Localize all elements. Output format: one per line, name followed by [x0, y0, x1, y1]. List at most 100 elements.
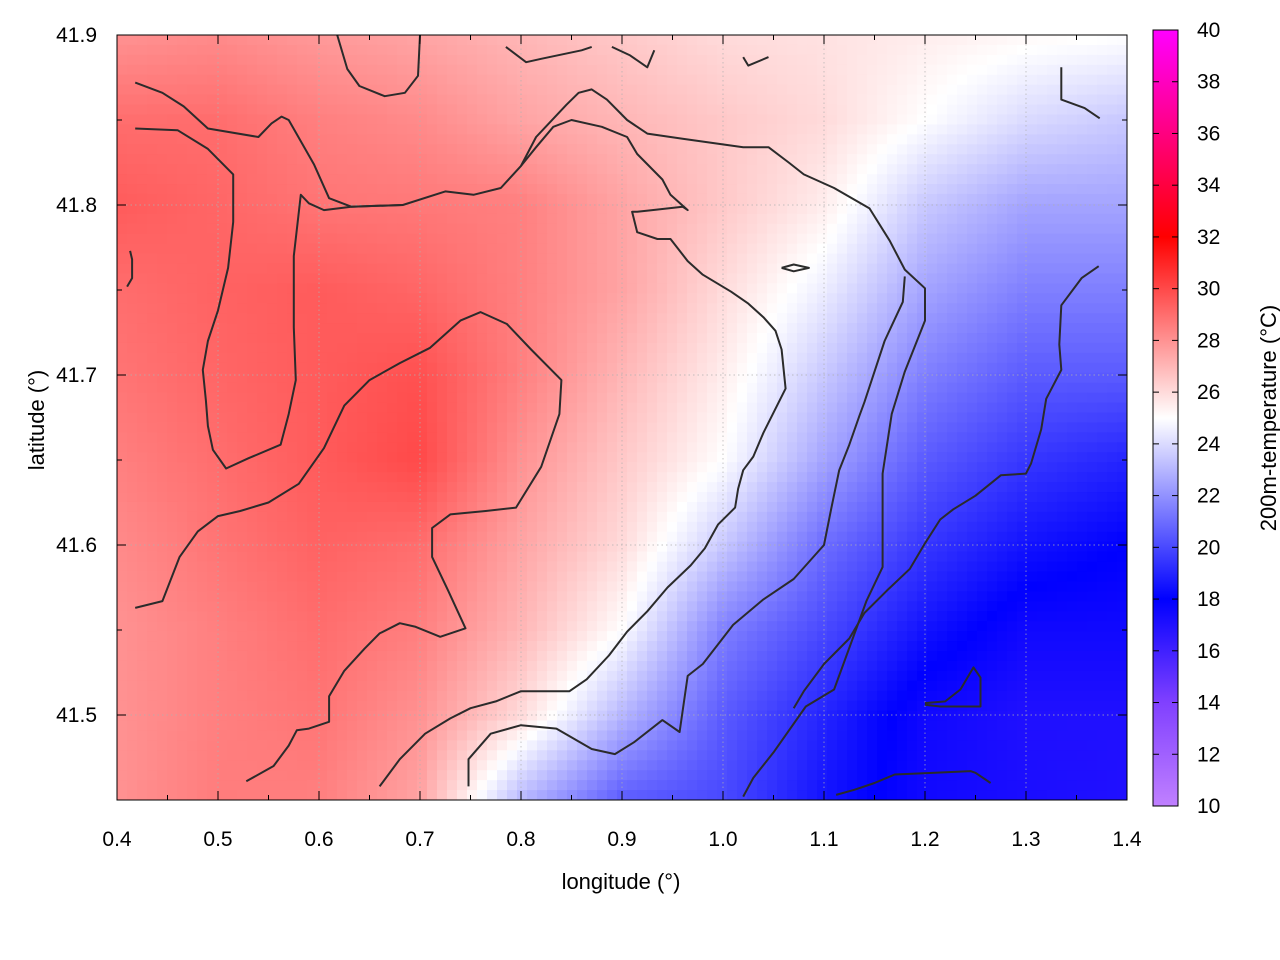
heat-cell: [1087, 432, 1098, 443]
heat-cell: [777, 144, 788, 155]
heat-cell: [957, 492, 968, 503]
heat-cell: [547, 303, 558, 314]
heat-cell: [947, 104, 958, 116]
heat-cell: [897, 432, 908, 443]
heat-cell: [337, 482, 348, 493]
heat-cell: [697, 442, 708, 453]
heat-cell: [407, 124, 418, 135]
heat-cell: [577, 372, 588, 384]
heat-cell: [957, 462, 968, 473]
heat-cell: [907, 501, 918, 513]
heat-cell: [417, 44, 428, 56]
heat-cell: [1027, 174, 1038, 185]
heat-cell: [347, 432, 358, 443]
heat-cell: [767, 64, 778, 76]
heat-cell: [757, 273, 768, 284]
heat-cell: [1047, 333, 1058, 344]
heat-cell: [957, 412, 968, 424]
heat-cell: [797, 342, 808, 354]
heat-cell: [447, 511, 458, 523]
heat-cell: [827, 372, 838, 384]
heat-cell: [927, 352, 938, 364]
heat-cell: [317, 492, 328, 503]
heat-cell: [1077, 184, 1088, 195]
heat-cell: [927, 501, 938, 513]
heat-cell: [667, 203, 678, 215]
heat-cell: [907, 144, 918, 155]
heat-cell: [807, 492, 818, 503]
heat-cell: [647, 432, 658, 443]
heat-cell: [857, 213, 868, 225]
heat-cell: [787, 442, 798, 453]
heat-cell: [857, 462, 868, 473]
heat-cell: [917, 501, 928, 513]
heat-cell: [127, 342, 138, 354]
heat-cell: [577, 392, 588, 404]
heat-cell: [187, 253, 198, 265]
heat-cell: [957, 124, 968, 135]
heat-cell: [1057, 382, 1068, 394]
heat-cell: [1017, 492, 1028, 503]
heat-cell: [627, 203, 638, 215]
heat-cell: [777, 323, 788, 334]
heat-cell: [867, 154, 878, 165]
heat-cell: [577, 174, 588, 185]
heat-cell: [1017, 35, 1028, 46]
heat-cell: [617, 333, 628, 344]
heat-cell: [407, 352, 418, 364]
heat-cell: [187, 452, 198, 463]
heat-cell: [297, 134, 308, 145]
heat-cell: [977, 213, 988, 225]
heat-cell: [767, 492, 778, 503]
heat-cell: [937, 442, 948, 453]
heat-cell: [907, 333, 918, 344]
heat-cell: [597, 521, 608, 533]
heat-cell: [587, 452, 598, 463]
heat-cell: [917, 94, 928, 106]
heat-cell: [927, 472, 938, 483]
heat-cell: [387, 402, 398, 414]
heat-cell: [787, 283, 798, 294]
heat-cell: [317, 303, 328, 314]
heat-cell: [427, 352, 438, 364]
heat-cell: [157, 472, 168, 483]
heat-cell: [617, 442, 628, 453]
heat-cell: [967, 422, 978, 434]
heat-cell: [937, 243, 948, 255]
heat-cell: [467, 482, 478, 493]
heat-cell: [1037, 283, 1048, 294]
heat-cell: [607, 283, 618, 294]
heat-cell: [267, 303, 278, 314]
heat-cell: [367, 54, 378, 66]
heat-cell: [797, 233, 808, 245]
heat-cell: [907, 154, 918, 165]
heat-cell: [427, 283, 438, 294]
heat-cell: [857, 124, 868, 135]
heat-cell: [217, 54, 228, 66]
heat-cell: [987, 213, 998, 225]
heat-cell: [497, 144, 508, 155]
heat-cell: [267, 323, 278, 334]
heat-cell: [927, 293, 938, 304]
heat-cell: [117, 134, 128, 145]
heat-cell: [957, 362, 968, 374]
heat-cell: [497, 342, 508, 354]
heat-cell: [267, 392, 278, 404]
heat-cell: [1077, 134, 1088, 145]
heat-cell: [607, 243, 618, 255]
heat-cell: [447, 193, 458, 205]
heat-cell: [517, 124, 528, 135]
heat-cell: [127, 382, 138, 394]
heat-cell: [787, 362, 798, 374]
heat-cell: [837, 462, 848, 473]
heat-cell: [847, 134, 858, 145]
heat-cell: [617, 164, 628, 175]
heat-cell: [697, 54, 708, 66]
heat-cell: [1107, 154, 1118, 165]
heat-cell: [127, 422, 138, 434]
heat-cell: [1027, 104, 1038, 116]
heat-cell: [437, 392, 448, 404]
heat-cell: [787, 94, 798, 106]
heat-cell: [937, 501, 948, 513]
heat-cell: [1017, 511, 1028, 523]
